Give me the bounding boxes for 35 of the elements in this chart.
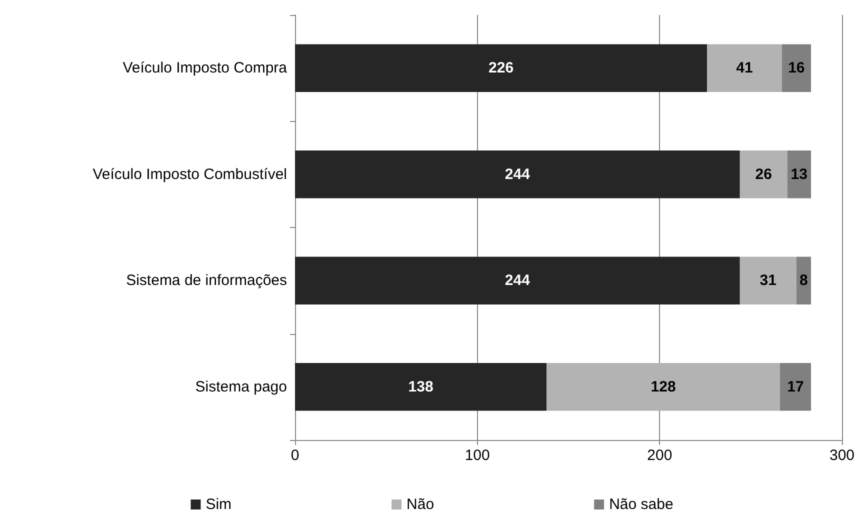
y-tick-label: Veículo Imposto Combustível	[92, 166, 287, 183]
bar	[796, 256, 812, 305]
data-label: 226	[488, 60, 514, 77]
data-label: 138	[408, 378, 434, 396]
bar	[546, 362, 780, 411]
data-label: 244	[504, 272, 531, 290]
bar	[780, 362, 812, 411]
bar	[740, 256, 796, 305]
bar	[295, 150, 740, 198]
data-label: 41	[736, 60, 753, 77]
x-tick-label: 300	[829, 447, 855, 464]
bar	[295, 256, 740, 305]
legend-label: Sim	[206, 496, 232, 513]
bar	[740, 150, 788, 198]
data-label: 244	[504, 166, 531, 183]
data-label: 13	[790, 166, 808, 183]
data-label: 16	[788, 60, 805, 77]
legend-label: Não	[406, 496, 434, 513]
x-tick-label: 0	[290, 447, 300, 464]
data-label: 128	[650, 378, 676, 396]
bar	[295, 44, 708, 92]
legend-label: Não sabe	[609, 496, 674, 513]
data-label: 26	[755, 166, 772, 183]
x-tick-label: 100	[464, 447, 490, 464]
x-tick-label: 200	[647, 447, 672, 464]
bar	[787, 150, 812, 198]
bar	[707, 44, 782, 92]
bar	[295, 362, 547, 411]
data-label: 8	[800, 272, 808, 290]
y-tick-label: Sistema pago	[195, 378, 287, 396]
y-tick-label: Sistema de informações	[126, 272, 287, 290]
y-tick-label: Veículo Imposto Compra	[122, 60, 288, 77]
bar	[782, 44, 812, 92]
data-label: 17	[787, 378, 804, 396]
data-label: 31	[760, 272, 776, 290]
